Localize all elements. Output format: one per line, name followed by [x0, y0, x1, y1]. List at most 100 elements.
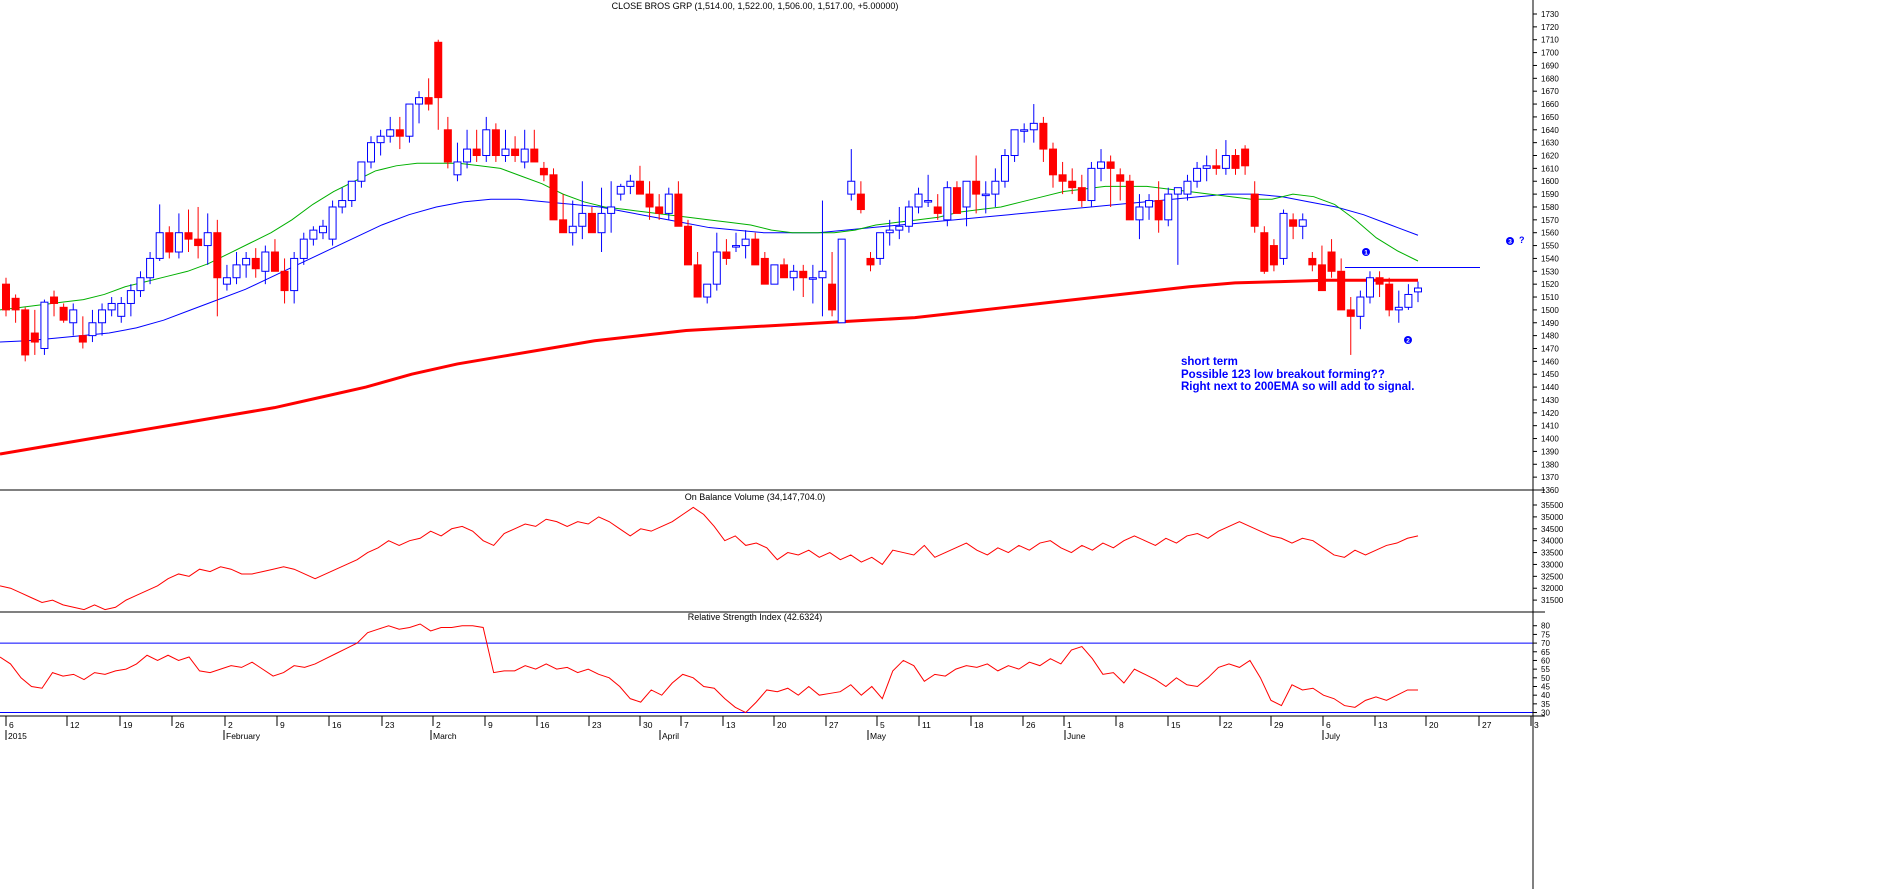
price-axis-tick-label: 1500: [1541, 306, 1559, 315]
rsi-axis-tick-label: 60: [1541, 656, 1550, 665]
candle-body: [645, 193, 654, 208]
candle-body: [1241, 148, 1250, 167]
date-tick-label: 18: [974, 720, 984, 730]
candle-body: [1154, 200, 1163, 221]
month-label: 2015: [8, 731, 27, 741]
candle-body: [367, 142, 376, 163]
rsi-axis-tick-label: 50: [1541, 674, 1550, 683]
price-axis-tick-label: 1420: [1541, 409, 1559, 418]
ema-long-line: [0, 278, 1418, 456]
candle-body: [539, 167, 548, 176]
candle-body: [194, 238, 203, 247]
rsi-line: [0, 623, 1418, 714]
candle-body: [78, 335, 87, 343]
price-axis-tick-label: 1710: [1541, 36, 1559, 45]
candle-body: [1077, 187, 1086, 202]
axes-frame: 1360137013801390140014101420143014401450…: [0, 0, 1564, 889]
candle-body: [117, 302, 126, 317]
candle-body: [30, 332, 39, 343]
candle-body: [386, 129, 395, 137]
candle-body: [683, 225, 692, 266]
candle-body: [1289, 219, 1298, 227]
candle-body: [40, 301, 49, 349]
candle-body: [472, 148, 481, 157]
candle-body: [952, 187, 961, 214]
date-tick-label: 15: [1171, 720, 1181, 730]
candle-body: [11, 297, 20, 311]
date-tick-label: 2: [228, 720, 233, 730]
candle-body: [904, 206, 913, 227]
candle-body: [895, 225, 904, 231]
candle-body: [98, 309, 107, 324]
price-axis-tick-label: 1520: [1541, 280, 1559, 289]
candle-body: [876, 232, 885, 259]
date-tick-label: 11: [922, 720, 931, 730]
price-axis-tick-label: 1730: [1541, 10, 1559, 19]
candle-body: [549, 174, 558, 221]
price-axis-tick-label: 1630: [1541, 139, 1559, 148]
price-axis-tick-label: 1550: [1541, 242, 1559, 251]
candle-body: [491, 129, 500, 157]
candle-body: [261, 251, 270, 272]
rsi-axis-tick-label: 80: [1541, 622, 1550, 631]
price-axis-tick-label: 1450: [1541, 370, 1559, 379]
obv-axis-tick-label: 33500: [1541, 549, 1564, 558]
date-tick-label: 27: [829, 720, 839, 730]
candle-body: [184, 232, 193, 240]
candle-body: [972, 180, 981, 195]
candle-body: [991, 180, 1000, 195]
marker-2-label: 2: [1406, 338, 1410, 345]
candle-body: [88, 322, 97, 337]
candle-body: [732, 245, 741, 248]
marker-3-label: 3: [1508, 239, 1512, 246]
candle-body: [155, 232, 164, 259]
candle-body: [1087, 167, 1096, 202]
candle-body: [741, 238, 750, 247]
candle-body: [1231, 155, 1240, 169]
price-axis-tick-label: 1590: [1541, 190, 1559, 199]
candle-body: [1125, 180, 1134, 221]
candle-body: [587, 212, 596, 234]
price-axis-tick-label: 1390: [1541, 447, 1559, 456]
marker-1-label: 1: [1364, 250, 1368, 257]
candle-body: [607, 206, 616, 214]
candle-body: [712, 251, 721, 285]
price-axis-tick-label: 1570: [1541, 216, 1559, 225]
price-axis-tick-label: 1700: [1541, 49, 1559, 58]
date-tick-label: 6: [9, 720, 14, 730]
candle-body: [664, 193, 673, 214]
obv-axis-tick-label: 32000: [1541, 584, 1564, 593]
candle-body: [482, 129, 491, 157]
date-tick-label: 1: [1067, 720, 1072, 730]
price-axis-tick-label: 1490: [1541, 319, 1559, 328]
date-tick-label: 22: [1223, 720, 1233, 730]
candle-body: [309, 229, 318, 240]
candle-body: [395, 129, 404, 137]
candle-body: [1202, 165, 1211, 169]
annotation-line-2: Possible 123 low breakout forming??: [1181, 368, 1385, 381]
candle-body: [578, 212, 587, 227]
price-axis-tick-label: 1380: [1541, 460, 1559, 469]
price-axis-tick-label: 1580: [1541, 203, 1559, 212]
date-tick-label: 27: [1482, 720, 1492, 730]
rsi-axis-tick-label: 45: [1541, 682, 1550, 691]
candle-body: [943, 187, 952, 221]
price-axis-tick-label: 1600: [1541, 177, 1559, 186]
rsi-axis-tick-label: 40: [1541, 691, 1550, 700]
candle-body: [962, 180, 971, 208]
month-label: March: [433, 731, 457, 741]
candle-body: [1250, 193, 1259, 227]
date-tick-label: 12: [70, 720, 80, 730]
date-tick-label: 30: [643, 720, 653, 730]
price-axis-tick-label: 1400: [1541, 435, 1559, 444]
price-axis-tick-label: 1460: [1541, 357, 1559, 366]
candle-body: [69, 309, 78, 324]
candle-body: [280, 270, 289, 292]
date-tick-label: 26: [1026, 720, 1036, 730]
date-tick-label: 9: [488, 720, 493, 730]
candle-body: [530, 148, 539, 163]
candle-body: [1298, 219, 1307, 227]
candle-body: [1394, 306, 1403, 311]
price-axis-tick-label: 1670: [1541, 87, 1559, 96]
price-axis-tick-label: 1410: [1541, 422, 1559, 431]
